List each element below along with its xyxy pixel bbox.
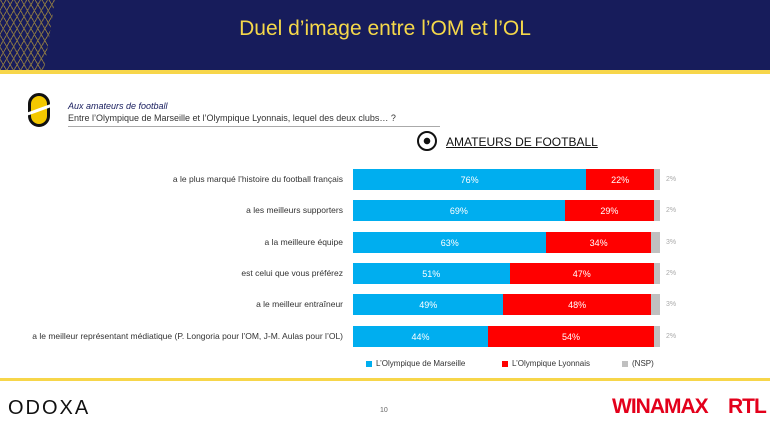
legend-swatch (366, 360, 372, 367)
data-label: 22% (611, 174, 630, 185)
legend-label: L’Olympique de Marseille (376, 359, 466, 368)
legend-item-ol: L’Olympique Lyonnais (502, 359, 590, 368)
winamax-logo: WINAMAX (612, 395, 709, 418)
header-pattern (0, 0, 55, 70)
data-label: 54% (561, 331, 580, 342)
panel-title: AMATEURS DE FOOTBALL (446, 135, 598, 149)
data-label: 76% (460, 174, 479, 185)
data-label: 29% (600, 205, 619, 216)
legend-label: (NSP) (632, 359, 654, 368)
footer-band (0, 378, 770, 381)
category-label: est celui que vous préférez (241, 268, 343, 278)
bar-segment-ol: 34% (546, 232, 651, 253)
odoxa-logo: ODOXA (8, 397, 91, 419)
data-label: 47% (572, 268, 591, 279)
nsp-data-label: 2% (666, 270, 677, 277)
rtl-logo: RTL (728, 395, 767, 418)
divider (68, 126, 440, 127)
bar-segment-om: 49% (353, 294, 504, 315)
data-label: 51% (422, 268, 441, 279)
bar-segment-nsp (653, 169, 660, 190)
page-title: Duel d’image entre l’OM et l’OL (239, 17, 531, 40)
nsp-data-label: 2% (666, 207, 677, 214)
legend-swatch (622, 360, 628, 367)
bar-segment-om: 76% (353, 169, 587, 190)
header-band (0, 70, 770, 74)
bar-segment-om: 69% (353, 200, 565, 221)
header-bar: Duel d’image entre l’OM et l’OL (0, 0, 770, 70)
bar-segment-nsp (650, 294, 660, 315)
legend-swatch (502, 360, 508, 367)
data-label: 34% (589, 237, 608, 248)
bar-segment-ol: 22% (586, 169, 654, 190)
legend-item-om: L’Olympique de Marseille (366, 359, 465, 368)
legend-item-nsp: (NSP) (622, 359, 654, 368)
data-label: 63% (440, 237, 459, 248)
bar-segment-nsp (653, 200, 660, 221)
data-label: 49% (419, 299, 438, 310)
odoxa-mark-icon (28, 93, 50, 127)
data-label: 44% (411, 331, 430, 342)
nsp-data-label: 3% (666, 239, 677, 246)
bar-segment-om: 44% (353, 326, 489, 347)
bar-segment-ol: 29% (564, 200, 654, 221)
nsp-data-label: 2% (666, 176, 677, 183)
category-label: a le meilleur entraîneur (256, 299, 343, 309)
bar-segment-nsp (650, 232, 660, 253)
bar-segment-om: 63% (353, 232, 547, 253)
bar-segment-ol: 47% (509, 263, 654, 284)
data-label: 48% (568, 299, 587, 310)
football-icon (417, 131, 437, 151)
category-label: a le plus marqué l’histoire du football … (172, 174, 343, 184)
category-label: a la meilleure équipe (264, 237, 343, 247)
bar-segment-ol: 54% (488, 326, 654, 347)
bar-segment-nsp (653, 326, 660, 347)
bar-segment-ol: 48% (503, 294, 651, 315)
bar-segment-nsp (653, 263, 660, 284)
nsp-data-label: 2% (666, 333, 677, 340)
legend-label: L’Olympique Lyonnais (512, 359, 590, 368)
survey-question: Entre l’Olympique de Marseille et l’Olym… (68, 113, 396, 123)
nsp-data-label: 3% (666, 301, 677, 308)
category-label: a les meilleurs supporters (246, 205, 343, 215)
audience-subtitle: Aux amateurs de football (68, 101, 168, 111)
category-label: a le meilleur représentant médiatique (P… (32, 331, 343, 341)
data-label: 69% (449, 205, 468, 216)
bar-segment-om: 51% (353, 263, 510, 284)
page-number: 10 (380, 407, 388, 414)
